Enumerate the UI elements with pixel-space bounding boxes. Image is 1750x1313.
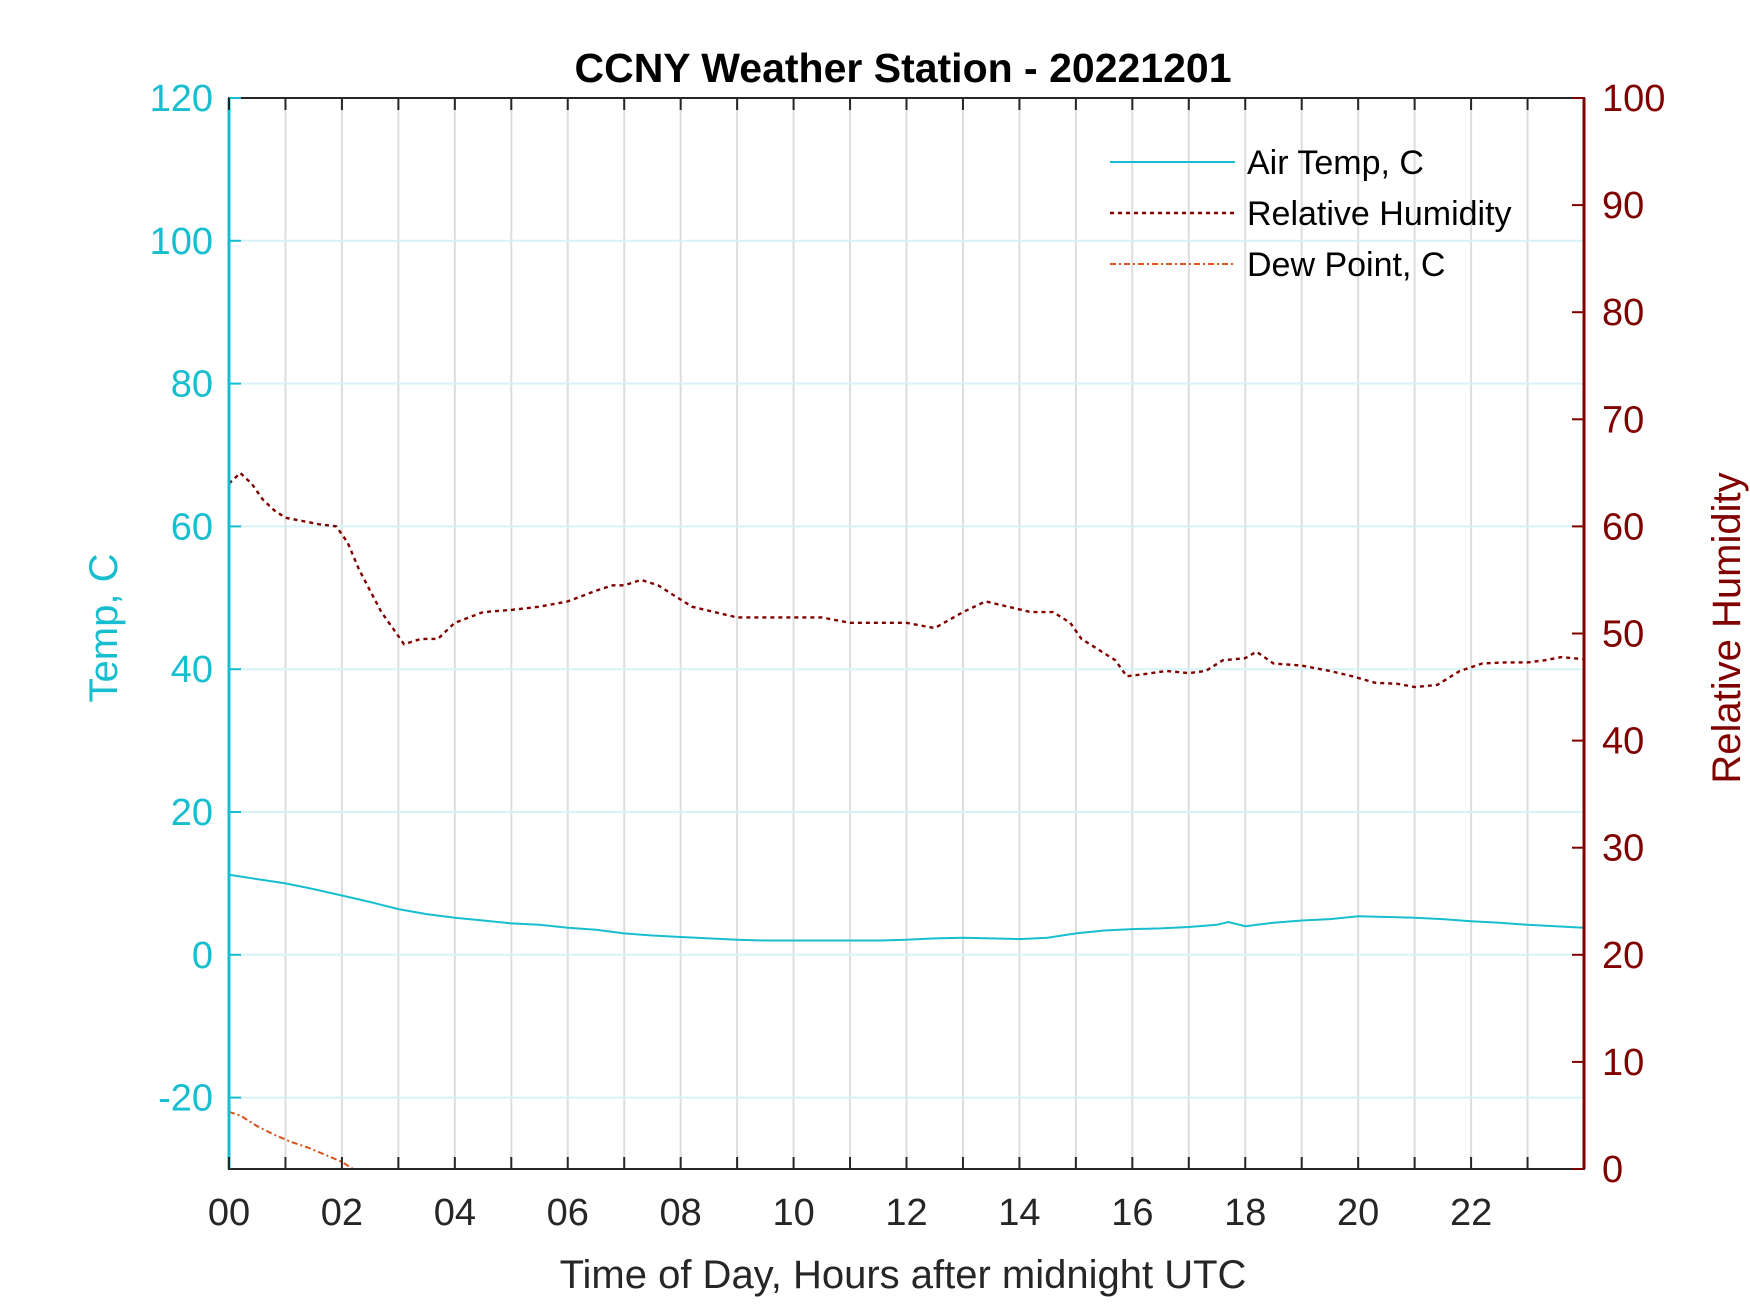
legend: Air Temp, C Relative Humidity Dew Point, C xyxy=(1110,144,1512,284)
legend-label: Air Temp, C xyxy=(1247,144,1424,182)
legend-air-temp: Air Temp, C xyxy=(1110,144,1424,182)
x-tick-label: 02 xyxy=(321,1192,363,1234)
x-axis-label: Time of Day, Hours after midnight UTC xyxy=(560,1253,1247,1297)
left-tick-label: 60 xyxy=(171,506,213,548)
legend-dew-point: Dew Point, C xyxy=(1110,246,1445,284)
left-y-axis: -20 0 20 40 60 80 100 120 xyxy=(150,78,241,1169)
x-tick-label: 08 xyxy=(660,1192,702,1234)
x-axis: 00 02 04 06 08 10 12 14 16 18 20 22 xyxy=(208,98,1529,1234)
x-tick-label: 10 xyxy=(772,1192,814,1234)
left-tick-label: 80 xyxy=(171,364,213,406)
right-y-axis-label: Relative Humidity xyxy=(1705,472,1749,783)
left-tick-label: 40 xyxy=(171,649,213,691)
right-y-axis: 0 10 20 30 40 50 60 70 80 90 100 xyxy=(1572,78,1665,1191)
right-tick-label: 0 xyxy=(1602,1149,1623,1191)
x-tick-label: 18 xyxy=(1224,1192,1266,1234)
x-tick-label: 20 xyxy=(1337,1192,1379,1234)
right-tick-label: 40 xyxy=(1602,721,1644,763)
left-tick-label: 120 xyxy=(150,78,213,120)
left-tick-label: -20 xyxy=(158,1078,213,1120)
chart-title: CCNY Weather Station - 20221201 xyxy=(574,45,1231,91)
x-tick-label: 16 xyxy=(1111,1192,1153,1234)
x-tick-label: 14 xyxy=(998,1192,1040,1234)
relative-humidity-line xyxy=(228,471,1585,689)
right-tick-label: 30 xyxy=(1602,828,1644,870)
legend-label: Dew Point, C xyxy=(1247,246,1445,284)
right-tick-label: 60 xyxy=(1602,506,1644,548)
series-lines xyxy=(228,471,1585,1170)
dew-point-line xyxy=(228,1110,354,1170)
x-tick-label: 22 xyxy=(1450,1192,1492,1234)
left-y-axis-label: Temp, C xyxy=(82,554,126,703)
air-temp-line xyxy=(228,873,1585,942)
right-tick-label: 90 xyxy=(1602,185,1644,227)
legend-label: Relative Humidity xyxy=(1247,195,1512,233)
right-tick-label: 10 xyxy=(1602,1042,1644,1084)
x-tick-label: 12 xyxy=(885,1192,927,1234)
x-tick-label: 00 xyxy=(208,1192,250,1234)
x-tick-label: 06 xyxy=(547,1192,589,1234)
right-tick-label: 50 xyxy=(1602,614,1644,656)
right-tick-label: 100 xyxy=(1602,78,1665,120)
x-tick-label: 04 xyxy=(434,1192,476,1234)
left-tick-label: 0 xyxy=(192,935,213,977)
left-tick-label: 100 xyxy=(150,221,213,263)
right-tick-label: 20 xyxy=(1602,935,1644,977)
legend-relative-humidity: Relative Humidity xyxy=(1110,195,1512,233)
right-tick-label: 70 xyxy=(1602,399,1644,441)
right-tick-label: 80 xyxy=(1602,292,1644,334)
grid xyxy=(229,98,1584,1169)
left-tick-label: 20 xyxy=(171,792,213,834)
